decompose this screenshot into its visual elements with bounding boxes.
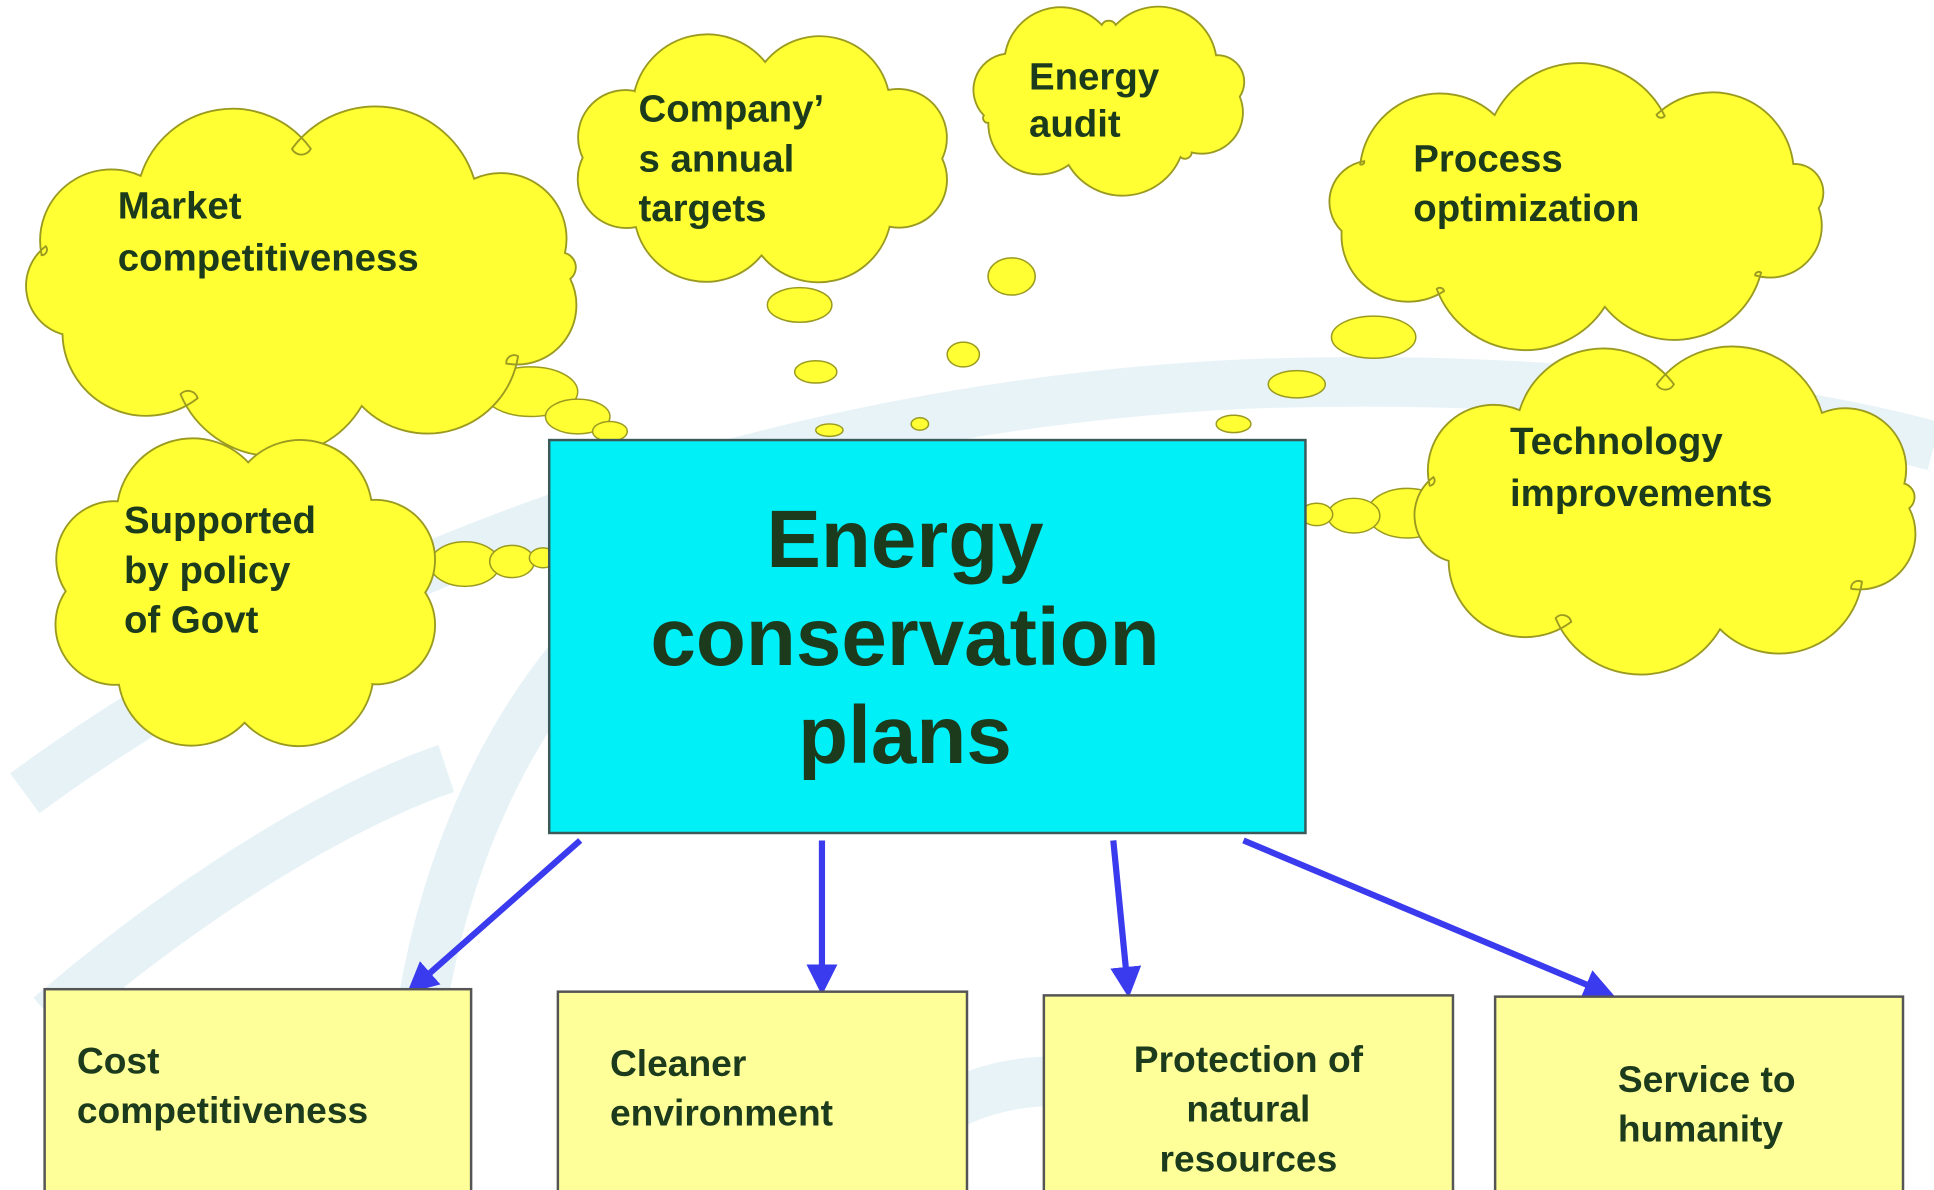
outcome-label: Cleaner [610, 1042, 746, 1084]
cloud-label: Process [1413, 137, 1562, 180]
outcome-label: Service to [1618, 1058, 1796, 1100]
cloud-label: targets [638, 187, 766, 230]
outcome-label: environment [610, 1091, 833, 1133]
cloud [55, 438, 435, 746]
outcome-label: Cost [77, 1039, 160, 1081]
cloud-label: s annual [638, 137, 794, 180]
outcome-label: Protection of [1134, 1038, 1364, 1080]
thought-bubble [911, 418, 928, 430]
cloud-label: Energy [1029, 55, 1160, 98]
outcome-label: natural [1186, 1088, 1310, 1130]
thought-bubble [947, 342, 979, 367]
cloud-label: audit [1029, 103, 1121, 146]
center-label: Energy [766, 494, 1044, 585]
center-label: conservation [650, 592, 1159, 683]
thought-bubble [490, 545, 535, 577]
center-label: plans [798, 690, 1012, 781]
arrow [1113, 840, 1128, 991]
thought-bubble [795, 361, 837, 383]
arrow [1243, 840, 1609, 994]
outcome-label: humanity [1618, 1108, 1784, 1150]
thought-bubble [1328, 498, 1380, 533]
cloud-label: by policy [124, 549, 291, 592]
cloud [973, 7, 1244, 196]
cloud-label: Company’ [638, 88, 824, 131]
thought-bubble [1331, 316, 1415, 358]
page: {"center": {"lines": ["Energy", "conserv… [0, 0, 1934, 1190]
diagram: Market competitiveness Company’ s annual tar… [0, 0, 1934, 1190]
cloud-label: of Govt [124, 598, 259, 641]
cloud [26, 106, 576, 456]
thought-bubble [1216, 415, 1251, 432]
cloud-label: improvements [1510, 472, 1773, 515]
outcome-label: competitiveness [77, 1089, 368, 1131]
cloud-label: Market [118, 184, 242, 227]
cloud-label: Supported [124, 499, 316, 542]
thought-bubble [1268, 371, 1325, 398]
thought-bubble [816, 424, 843, 436]
cloud-label: Technology [1510, 420, 1723, 463]
thought-bubble [988, 258, 1035, 295]
thought-bubble [767, 288, 831, 323]
cloud-label: optimization [1413, 187, 1639, 230]
thought-bubble [593, 421, 628, 441]
outcome-label: resources [1160, 1137, 1338, 1179]
layer: Market competitiveness Company’ s annual tar… [26, 7, 1915, 1190]
cloud-label: competitiveness [118, 236, 419, 279]
